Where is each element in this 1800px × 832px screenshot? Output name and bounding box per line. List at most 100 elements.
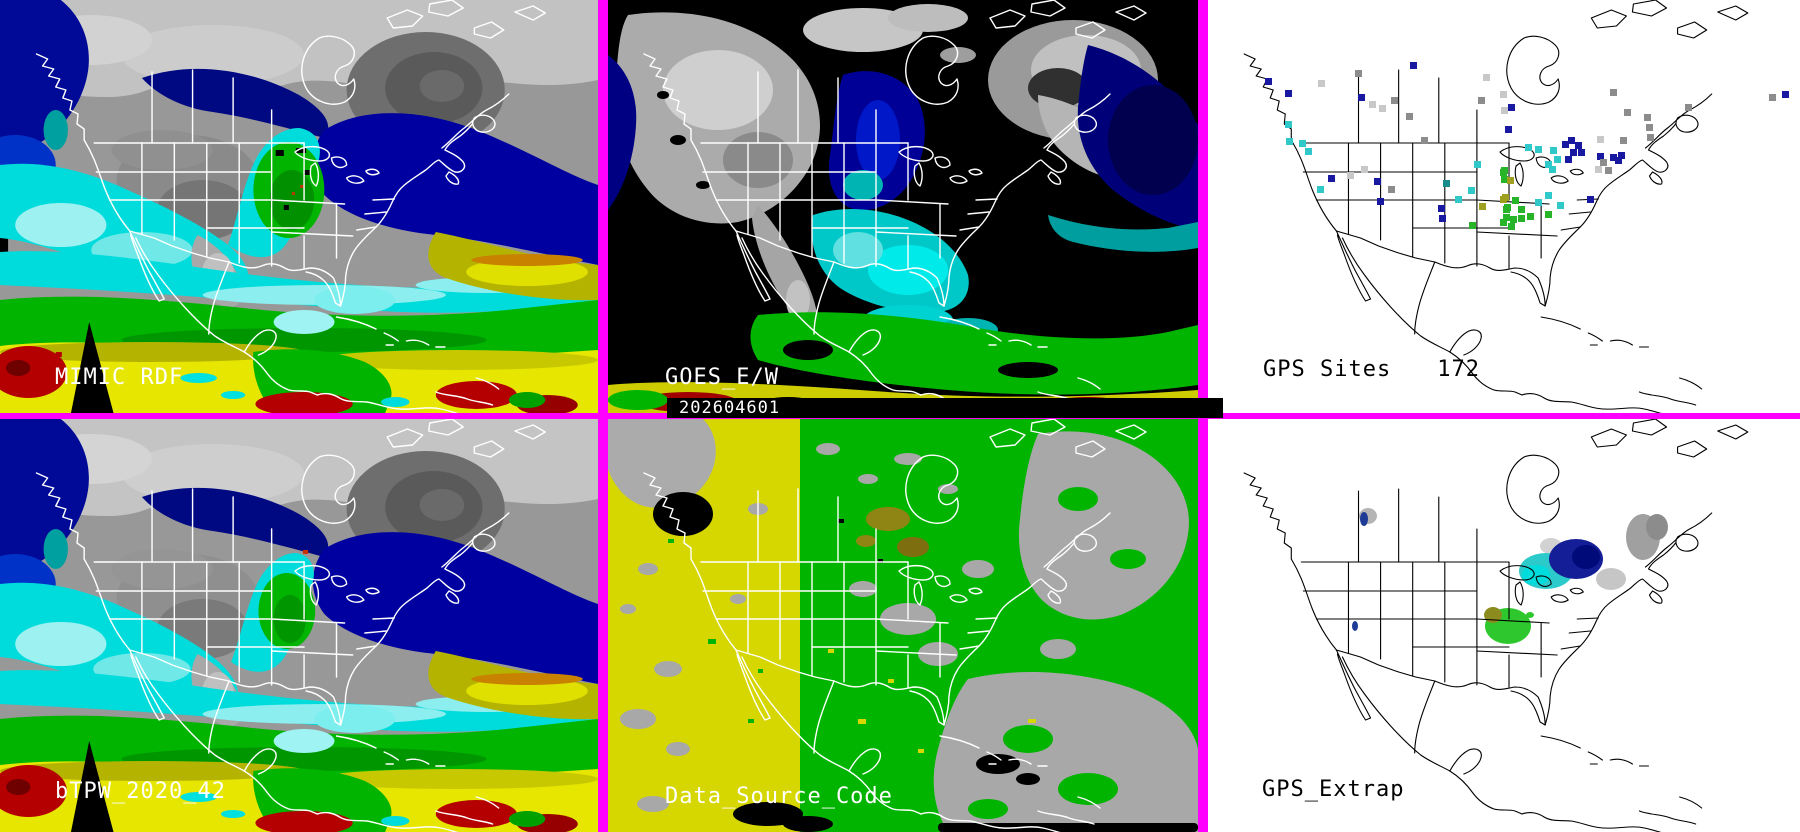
gps-site-dot bbox=[1620, 137, 1627, 144]
gps-site-dot bbox=[1600, 159, 1607, 166]
panel-btpw: bTPW_2020_42 bbox=[0, 419, 598, 832]
gps-site-dot bbox=[1527, 213, 1534, 220]
extrap-patch bbox=[1526, 612, 1534, 618]
gps-site-dot bbox=[1391, 97, 1398, 104]
missing-data-triangle bbox=[70, 322, 114, 413]
extrap-patch bbox=[1646, 514, 1668, 540]
timestamp-text: 202604601 bbox=[679, 398, 781, 418]
gps-site-dot bbox=[1358, 94, 1365, 101]
extrap-patch bbox=[1360, 512, 1368, 526]
gps-site-dot bbox=[1646, 124, 1653, 131]
gps-site-dot bbox=[1510, 216, 1517, 223]
gps-site-dot bbox=[1474, 161, 1481, 168]
gps-site-dot bbox=[1455, 196, 1462, 203]
gps-site-dot bbox=[1299, 140, 1306, 147]
gps-site-dot bbox=[1624, 109, 1631, 116]
dsc-cloud-gray-layer bbox=[608, 419, 1198, 832]
dsc-detail-layer bbox=[668, 507, 1198, 832]
extrap-patch bbox=[1572, 545, 1600, 569]
gps-site-dot bbox=[1512, 197, 1519, 204]
gps-site-dot bbox=[1545, 211, 1552, 218]
timestamp-bar: 202604601 bbox=[667, 398, 1223, 418]
gps-site-dot bbox=[1505, 126, 1512, 133]
gps-site-dot bbox=[1769, 94, 1776, 101]
panel-mimic-rdf: MIMIC RDF bbox=[0, 0, 598, 413]
gps-site-dot bbox=[1507, 177, 1514, 184]
gps-extrap-map bbox=[1243, 419, 1800, 832]
panel-gps-extrap: GPS_Extrap bbox=[1208, 419, 1800, 832]
gps-site-dot bbox=[1500, 196, 1507, 203]
gps-site-dot bbox=[1318, 80, 1325, 87]
gps-site-dot bbox=[1610, 89, 1617, 96]
gps-site-dot bbox=[1508, 223, 1515, 230]
gps-site-dot bbox=[1285, 90, 1292, 97]
gps-site-dot bbox=[1468, 187, 1475, 194]
gps-site-dot bbox=[1565, 156, 1572, 163]
btpw-map-image bbox=[0, 419, 598, 832]
gps-site-dot bbox=[1421, 137, 1428, 144]
gps-site-dot bbox=[1644, 114, 1651, 121]
tpw-color-field bbox=[0, 419, 598, 832]
extrap-patch bbox=[1484, 607, 1502, 623]
gps-site-dot bbox=[1545, 192, 1552, 199]
gps-site-dot bbox=[1503, 214, 1510, 221]
gps-site-dot bbox=[1355, 70, 1362, 77]
gps-site-dot bbox=[1605, 167, 1612, 174]
gps-site-dot bbox=[1557, 202, 1564, 209]
gps-site-dot bbox=[1438, 205, 1445, 212]
missing-data-triangle bbox=[70, 741, 114, 832]
panel-data-source-code: Data_Source_Code bbox=[608, 419, 1198, 832]
gps-site-dot bbox=[1379, 105, 1386, 112]
gps-site-dot bbox=[1469, 222, 1476, 229]
gps-site-dot bbox=[1685, 104, 1692, 111]
gps-site-dot bbox=[1782, 91, 1789, 98]
gps-site-dot bbox=[1535, 199, 1542, 206]
gps-site-dot bbox=[1618, 152, 1625, 159]
gps-site-dot bbox=[1597, 153, 1604, 160]
gps-site-dot bbox=[1597, 136, 1604, 143]
gps-site-dot bbox=[1317, 186, 1324, 193]
gps-site-dot bbox=[1550, 147, 1557, 154]
gps-site-dot bbox=[1587, 196, 1594, 203]
gps-site-dot bbox=[1374, 178, 1381, 185]
gps-site-dot bbox=[1500, 169, 1507, 176]
gps-site-dot bbox=[1410, 62, 1417, 69]
tpw-color-field bbox=[0, 0, 598, 413]
gps-site-dot bbox=[1286, 138, 1293, 145]
gps-site-dot bbox=[1518, 206, 1525, 213]
mimic-map-image bbox=[0, 0, 598, 413]
gps-site-dot bbox=[1328, 175, 1335, 182]
gps-site-dot bbox=[1518, 215, 1525, 222]
gps-site-dot bbox=[1369, 101, 1376, 108]
gps-site-dot bbox=[1443, 180, 1450, 187]
gps-site-dot bbox=[1439, 215, 1446, 222]
panel-gps-sites: GPS Sites 172 bbox=[1208, 0, 1800, 413]
gps-site-dot bbox=[1478, 97, 1485, 104]
gps-site-dot bbox=[1265, 78, 1272, 85]
gps-site-dot bbox=[1388, 186, 1395, 193]
dsc-map-image bbox=[608, 419, 1198, 832]
gps-site-dot bbox=[1347, 172, 1354, 179]
gps-site-dot bbox=[1570, 149, 1577, 156]
gps-site-dot bbox=[1568, 137, 1575, 144]
gps-site-dot bbox=[1503, 206, 1510, 213]
gps-site-dot bbox=[1575, 142, 1582, 149]
gps-site-dot bbox=[1549, 166, 1556, 173]
extrap-patch bbox=[1596, 568, 1626, 590]
gps-site-dot bbox=[1647, 134, 1654, 141]
extrap-patch bbox=[1352, 621, 1358, 631]
gps-site-dot bbox=[1500, 91, 1507, 98]
gps-site-dot bbox=[1554, 156, 1561, 163]
gps-site-dot bbox=[1305, 148, 1312, 155]
gps-site-dot bbox=[1361, 166, 1368, 173]
gps-site-dot bbox=[1500, 219, 1507, 226]
extrap-patch-layer bbox=[1208, 419, 1800, 832]
gps-site-dot bbox=[1508, 104, 1515, 111]
gps-site-dot bbox=[1501, 176, 1508, 183]
gps-site-dot bbox=[1578, 149, 1585, 156]
gps-site-dot bbox=[1535, 146, 1542, 153]
gps-site-dot bbox=[1595, 166, 1602, 173]
extrap-patch bbox=[1522, 565, 1550, 585]
gps-site-dot bbox=[1377, 198, 1384, 205]
